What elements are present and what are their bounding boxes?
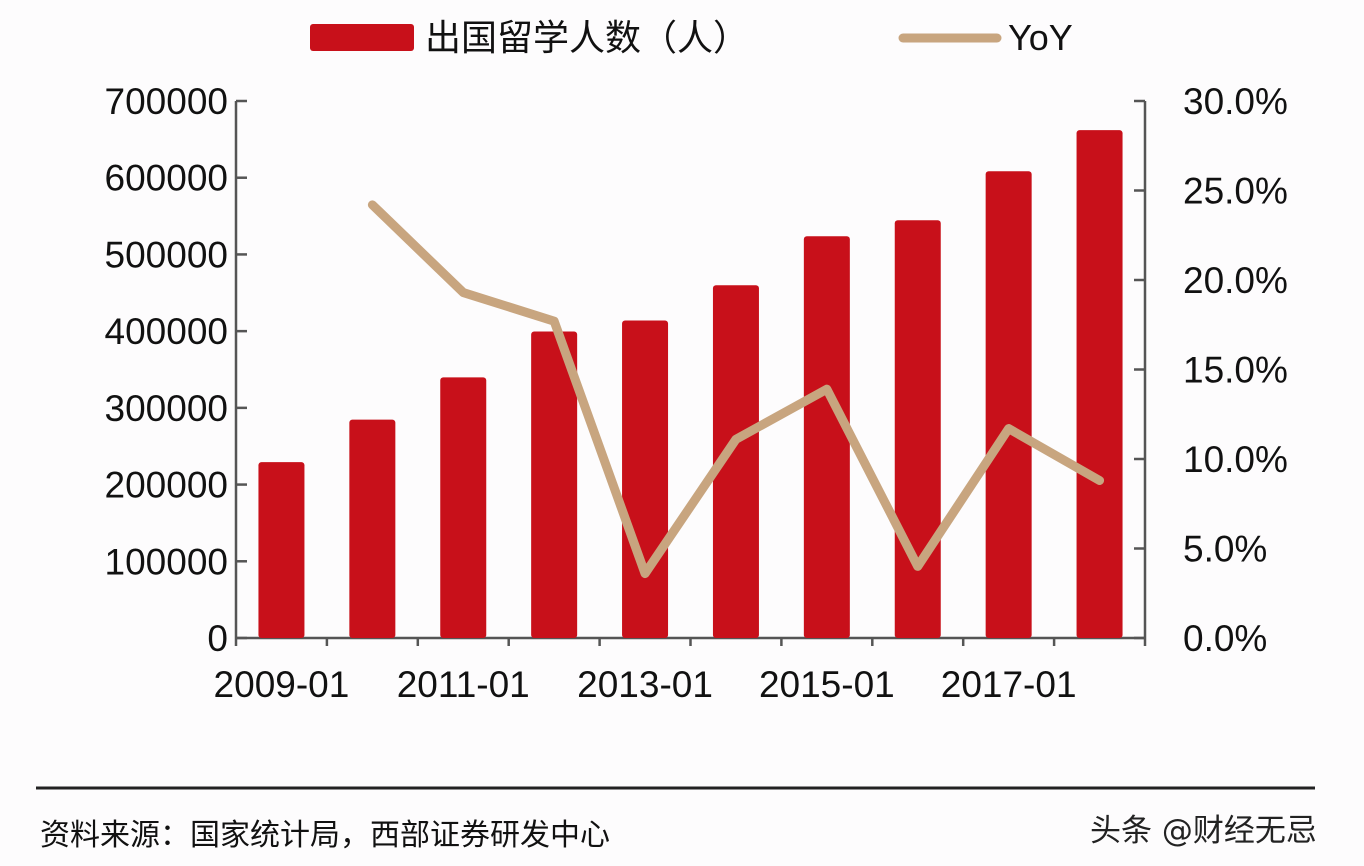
left-tick-label: 200000 (105, 465, 228, 506)
bar-2018-01 (1076, 130, 1123, 638)
left-tick-label: 0 (207, 618, 228, 659)
right-tick-label: 10.0% (1183, 439, 1288, 480)
right-tick-label: 20.0% (1183, 260, 1288, 301)
legend-bar-swatch (310, 24, 414, 51)
bars (258, 130, 1123, 639)
legend-line-label: YoY (1008, 17, 1073, 58)
x-tick-label: 2017-01 (941, 664, 1077, 705)
bar-2014-01 (712, 285, 759, 638)
bar-2013-01 (622, 320, 669, 638)
left-tick-label: 700000 (105, 81, 228, 122)
bar-2009-01 (258, 462, 305, 638)
right-tick-label: 15.0% (1183, 350, 1288, 391)
bar-2010-01 (349, 419, 396, 638)
bar-2015-01 (803, 236, 850, 638)
left-tick-label: 500000 (105, 234, 228, 275)
right-tick-label: 25.0% (1183, 171, 1288, 212)
bar-2016-01 (894, 220, 941, 638)
x-tick-label: 2013-01 (577, 664, 713, 705)
legend: 出国留学人数（人） YoY (310, 17, 1073, 58)
left-tick-label: 300000 (105, 388, 228, 429)
x-tick-label: 2015-01 (759, 664, 895, 705)
watermark: 头条 @财经无忌 (1090, 813, 1317, 849)
source-note: 资料来源：国家统计局，西部证券研发中心 (40, 818, 610, 853)
left-tick-label: 400000 (105, 311, 228, 352)
bar-2012-01 (531, 331, 578, 638)
bar-2011-01 (440, 377, 487, 638)
right-tick-label: 5.0% (1183, 529, 1267, 570)
left-tick-label: 600000 (105, 158, 228, 199)
yoy-line (367, 200, 1105, 579)
x-tick-label: 2011-01 (397, 664, 530, 705)
left-tick-label: 100000 (105, 541, 228, 582)
legend-bar-label: 出国留学人数（人） (425, 17, 749, 58)
x-tick-label: 2009-01 (214, 664, 350, 705)
tick-labels: 0 100000 200000 300000 400000 500000 600000 700… (105, 81, 1288, 705)
bar-2017-01 (985, 171, 1032, 639)
right-tick-label: 0.0% (1183, 618, 1267, 659)
right-tick-label: 30.0% (1183, 81, 1288, 122)
